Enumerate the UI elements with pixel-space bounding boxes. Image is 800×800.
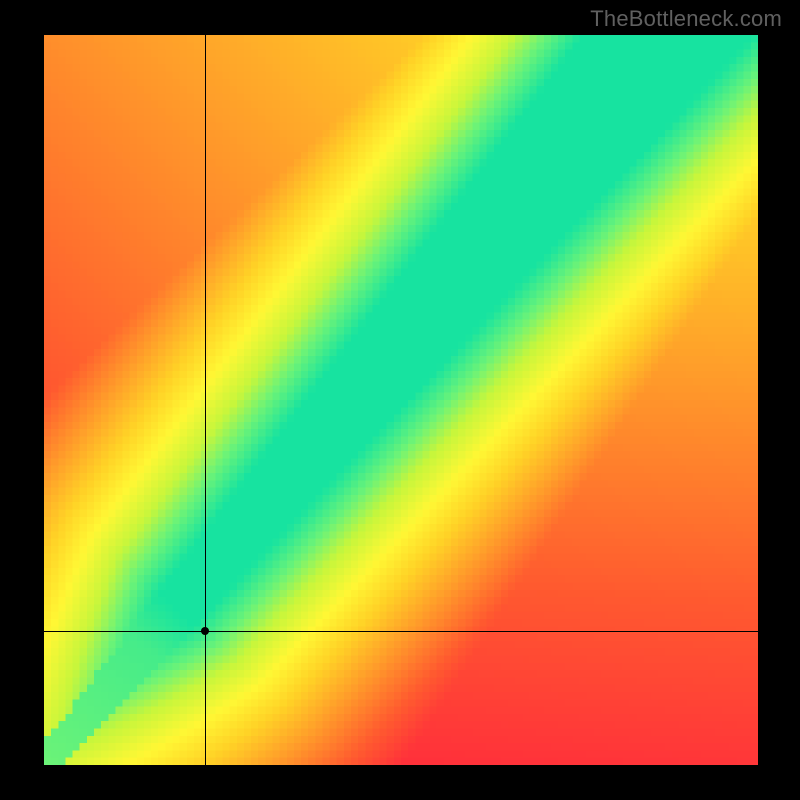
watermark-text: TheBottleneck.com [590, 6, 782, 32]
heatmap-canvas [44, 35, 758, 765]
crosshair-horizontal [44, 631, 758, 632]
crosshair-vertical [205, 35, 206, 765]
crosshair-dot [201, 627, 209, 635]
heatmap-plot-area [44, 35, 758, 765]
figure-container: TheBottleneck.com [0, 0, 800, 800]
